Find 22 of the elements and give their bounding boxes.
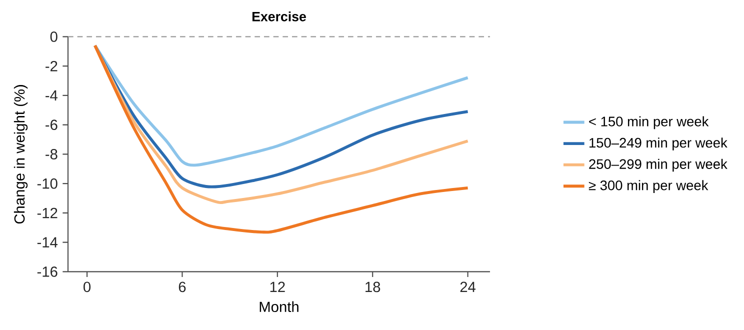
line-series bbox=[94, 44, 470, 234]
x-tick-label: 12 bbox=[270, 282, 285, 292]
legend-label: 150–249 min per week bbox=[590, 138, 728, 150]
legend-label: ≥ 300 min per week bbox=[588, 180, 708, 193]
y-tick-label: -6 bbox=[46, 120, 58, 130]
y-tick-label: -10 bbox=[37, 178, 58, 189]
chart-title: Exercise bbox=[252, 12, 306, 22]
x-tick-label: 24 bbox=[460, 282, 476, 292]
x-axis-title: Month bbox=[260, 301, 298, 312]
y-tick-label: 0 bbox=[50, 32, 58, 42]
y-tick-label: -2 bbox=[46, 60, 58, 72]
y-tick-label: -16 bbox=[37, 266, 58, 277]
y-tick-label: -14 bbox=[37, 237, 58, 248]
y-axis-title: Change in weight (%) bbox=[14, 85, 28, 224]
legend-label: < 150 min per week bbox=[589, 116, 709, 130]
x-tick-label: 6 bbox=[178, 282, 186, 292]
x-tick-label: 18 bbox=[366, 282, 380, 292]
y-tick-label: -12 bbox=[37, 208, 58, 218]
legend-label: 250–299 min per week bbox=[589, 158, 728, 172]
x-tick-label: 0 bbox=[84, 282, 91, 292]
y-tick-label: -8 bbox=[46, 149, 58, 160]
y-tick-label: -4 bbox=[46, 90, 58, 100]
